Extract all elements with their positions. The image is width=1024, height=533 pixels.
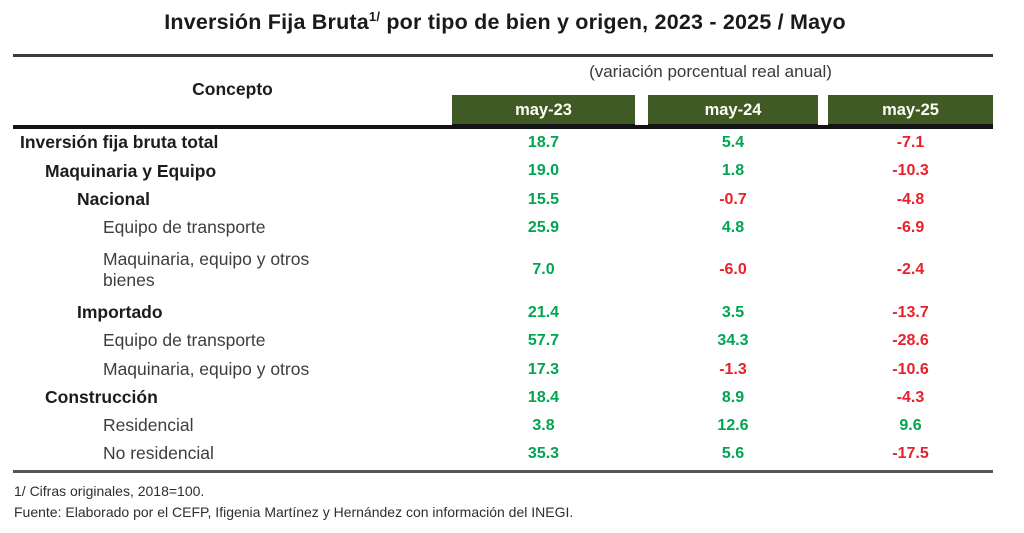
row-label: Nacional [77, 188, 150, 209]
value-may-25: -13.7 [892, 303, 929, 321]
value-may-23: 19.0 [527, 162, 560, 180]
value-may-23: 18.7 [527, 134, 560, 152]
table-row: Maquinaria, equipo y otros 17.3 -1.3 -10… [13, 355, 993, 383]
table-row: Maquinaria y Equipo 19.0 1.8 -10.3 [13, 157, 993, 185]
table-row: Maquinaria, equipo y otros bienes 7.0 -6… [13, 242, 993, 299]
footnote-cifras: 1/ Cifras originales, 2018=100. [14, 483, 205, 499]
value-may-24: 3.5 [721, 303, 745, 321]
value-may-24: -1.3 [719, 360, 747, 378]
header-divider [13, 125, 993, 129]
row-label: Residencial [103, 415, 194, 436]
value-may-25: -28.6 [892, 332, 929, 350]
row-label: Importado [77, 301, 163, 322]
value-may-23: 3.8 [532, 417, 555, 435]
column-header-may-23: may-23 [452, 95, 635, 125]
title-divider [13, 54, 993, 57]
table-row: Importado 21.4 3.5 -13.7 [13, 299, 993, 327]
table-row: No residencial 35.3 5.6 -17.5 [13, 440, 993, 468]
value-may-24: 34.3 [717, 332, 749, 350]
value-may-24: -6.0 [719, 261, 747, 279]
value-may-25: -10.3 [892, 162, 929, 180]
row-label: Maquinaria y Equipo [45, 160, 217, 181]
value-may-25: -10.6 [892, 360, 929, 378]
table-row: Equipo de transporte 57.7 34.3 -28.6 [13, 327, 993, 355]
table-row: Construcción 18.4 8.9 -4.3 [13, 384, 993, 412]
row-label: Equipo de transporte [103, 330, 266, 351]
value-may-23: 21.4 [527, 303, 560, 321]
value-may-23: 35.3 [527, 445, 560, 463]
table-row: Nacional 15.5 -0.7 -4.8 [13, 186, 993, 214]
value-may-24: 5.4 [721, 134, 745, 152]
value-may-23: 17.3 [527, 360, 560, 378]
row-label: Maquinaria, equipo y otros bienes [103, 248, 310, 291]
row-label: Equipo de transporte [103, 217, 266, 238]
table-row: Residencial 3.8 12.6 9.6 [13, 412, 993, 440]
table-row: Inversión fija bruta total 18.7 5.4 -7.1 [13, 129, 993, 157]
row-label: Inversión fija bruta total [20, 132, 219, 153]
table-body: Inversión fija bruta total 18.7 5.4 -7.1… [13, 129, 993, 469]
title-suffix: por tipo de bien y origen, 2023 - 2025 /… [380, 10, 846, 34]
value-may-25: -4.8 [896, 190, 925, 208]
row-label: Construcción [45, 386, 158, 407]
title-prefix: Inversión Fija Bruta [164, 10, 369, 34]
row-label: Maquinaria, equipo y otros [103, 358, 310, 379]
title-footnote-marker: 1/ [368, 8, 381, 24]
value-may-25: -2.4 [896, 261, 925, 279]
value-may-24: 5.6 [721, 445, 745, 463]
column-header-may-25: may-25 [828, 95, 993, 125]
value-may-23: 15.5 [527, 190, 560, 208]
value-may-24: -0.7 [719, 190, 747, 208]
value-may-25: -6.9 [896, 219, 925, 237]
page-title: Inversión Fija Bruta1/ por tipo de bien … [0, 10, 1010, 35]
concept-column-header: Concepto [192, 79, 273, 99]
bottom-divider [13, 470, 993, 473]
footnotes: 1/ Cifras originales, 2018=100. Fuente: … [14, 481, 1004, 523]
value-may-25: -4.3 [896, 388, 925, 406]
column-header-may-24: may-24 [648, 95, 818, 125]
value-may-24: 4.8 [721, 219, 745, 237]
value-may-25: 9.6 [899, 417, 922, 435]
table-row: Equipo de transporte 25.9 4.8 -6.9 [13, 214, 993, 242]
value-may-24: 8.9 [721, 388, 745, 406]
value-may-23: 25.9 [527, 219, 560, 237]
value-may-24: 12.6 [717, 417, 749, 435]
value-may-24: 1.8 [721, 162, 745, 180]
value-may-23: 18.4 [527, 388, 560, 406]
value-may-25: -17.5 [892, 445, 929, 463]
row-label: No residencial [103, 443, 214, 464]
value-may-25: -7.1 [896, 134, 925, 152]
table-subtitle: (variación porcentual real anual) [589, 62, 832, 81]
value-may-23: 7.0 [532, 261, 555, 279]
footnote-fuente: Fuente: Elaborado por el CEFP, Ifigenia … [14, 504, 574, 520]
value-may-23: 57.7 [527, 332, 560, 350]
